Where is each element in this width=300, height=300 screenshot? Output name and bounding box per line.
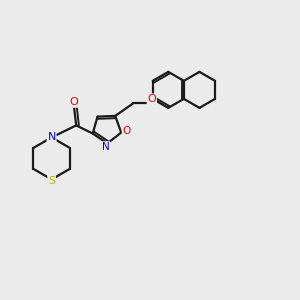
Text: S: S bbox=[48, 176, 55, 186]
Text: O: O bbox=[69, 97, 78, 107]
Text: N: N bbox=[47, 132, 56, 142]
Text: O: O bbox=[147, 94, 156, 104]
Text: N: N bbox=[102, 142, 110, 152]
Text: O: O bbox=[122, 126, 131, 136]
